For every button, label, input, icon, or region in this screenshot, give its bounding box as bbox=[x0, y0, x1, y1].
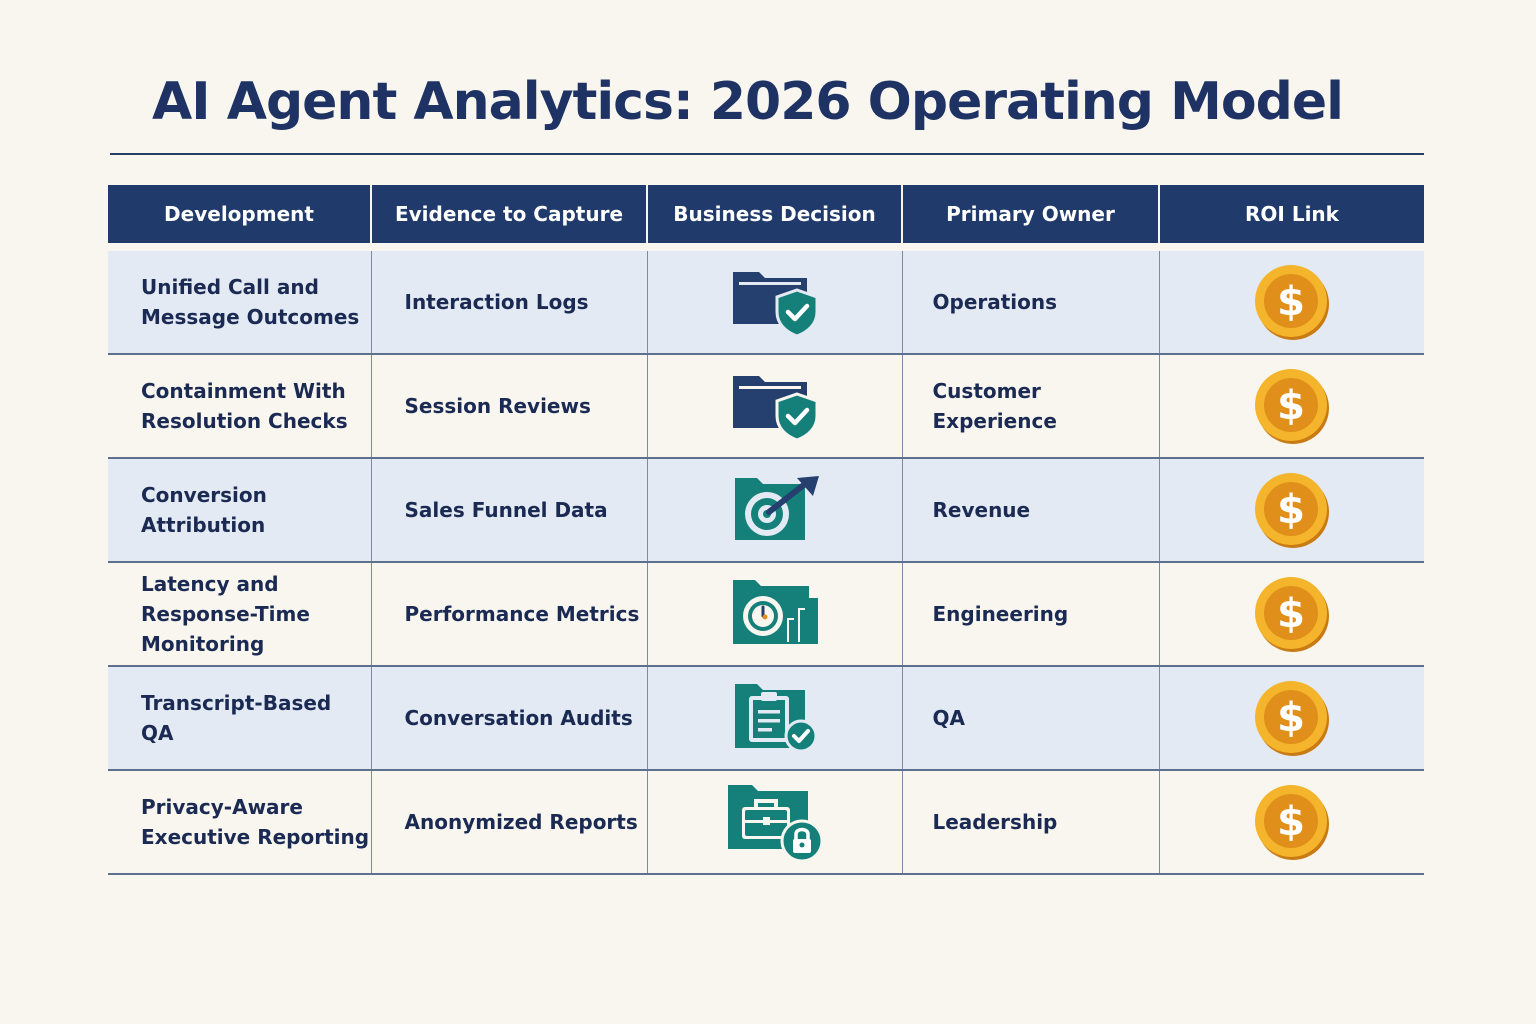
table-row: Latency and Response-Time Monitoring Per… bbox=[108, 562, 1424, 667]
development-cell: Containment With Resolution Checks bbox=[108, 354, 372, 459]
decision-cell bbox=[647, 562, 903, 667]
target-arrow-icon bbox=[734, 476, 819, 540]
development-cell: Conversion Attribution bbox=[108, 458, 372, 563]
folder-shield-check-icon bbox=[732, 376, 818, 442]
owner-text: Operations bbox=[932, 290, 1058, 314]
header-business-decision: Business Decision bbox=[647, 185, 903, 243]
evidence-cell: Anonymized Reports bbox=[371, 770, 648, 875]
decision-cell bbox=[647, 354, 903, 459]
roi-cell[interactable]: $ bbox=[1159, 251, 1424, 355]
evidence-cell: Conversation Audits bbox=[371, 666, 648, 771]
development-cell: Privacy-Aware Executive Reporting bbox=[108, 770, 372, 875]
svg-text:$: $ bbox=[1277, 591, 1305, 637]
table-row: Conversion Attribution Sales Funnel Data… bbox=[108, 458, 1424, 563]
roi-cell[interactable]: $ bbox=[1159, 770, 1424, 875]
svg-text:$: $ bbox=[1277, 799, 1305, 845]
development-text: Privacy-Aware Executive Reporting bbox=[141, 795, 370, 849]
folder-shield-check-icon bbox=[732, 272, 818, 338]
development-text: Conversion Attribution bbox=[141, 483, 267, 537]
evidence-text: Session Reviews bbox=[404, 394, 591, 418]
svg-text:$: $ bbox=[1277, 383, 1305, 429]
owner-text: Customer Experience bbox=[932, 379, 1057, 433]
dollar-coin-icon[interactable]: $ bbox=[1252, 678, 1332, 758]
evidence-text: Conversation Audits bbox=[404, 706, 633, 730]
svg-text:$: $ bbox=[1277, 279, 1305, 325]
dollar-coin-icon[interactable]: $ bbox=[1252, 574, 1332, 654]
title-divider bbox=[110, 153, 1424, 155]
header-development: Development bbox=[108, 185, 372, 243]
table-row: Transcript-Based QA Conversation Audits bbox=[108, 666, 1424, 771]
development-cell: Transcript-Based QA bbox=[108, 666, 372, 771]
owner-cell: Leadership bbox=[902, 770, 1160, 875]
owner-cell: Engineering bbox=[902, 562, 1160, 667]
dollar-coin-icon[interactable]: $ bbox=[1252, 366, 1332, 446]
evidence-text: Performance Metrics bbox=[404, 602, 640, 626]
svg-text:$: $ bbox=[1277, 487, 1305, 533]
dollar-coin-icon[interactable]: $ bbox=[1252, 782, 1332, 862]
table-row: Privacy-Aware Executive Reporting Anonym… bbox=[108, 770, 1424, 875]
roi-cell[interactable]: $ bbox=[1159, 562, 1424, 667]
svg-text:$: $ bbox=[1277, 695, 1305, 741]
development-cell: Latency and Response-Time Monitoring bbox=[108, 562, 372, 667]
owner-cell: Revenue bbox=[902, 458, 1160, 563]
decision-cell bbox=[647, 666, 903, 771]
evidence-cell: Sales Funnel Data bbox=[371, 458, 648, 563]
clock-bar-chart-icon bbox=[732, 580, 818, 644]
development-text: Latency and Response-Time Monitoring bbox=[141, 572, 310, 656]
decision-cell bbox=[647, 458, 903, 563]
header-gap bbox=[108, 243, 1424, 251]
development-text: Containment With Resolution Checks bbox=[141, 379, 348, 433]
development-cell: Unified Call and Message Outcomes bbox=[108, 251, 372, 355]
owner-cell: Customer Experience bbox=[902, 354, 1160, 459]
clipboard-check-icon bbox=[734, 684, 817, 753]
evidence-cell: Performance Metrics bbox=[371, 562, 648, 667]
owner-text: Revenue bbox=[932, 498, 1031, 522]
owner-text: Leadership bbox=[932, 810, 1058, 834]
evidence-text: Sales Funnel Data bbox=[404, 498, 608, 522]
owner-text: QA bbox=[932, 706, 965, 730]
table-row: Unified Call and Message Outcomes Intera… bbox=[108, 251, 1424, 355]
dollar-coin-icon[interactable]: $ bbox=[1252, 470, 1332, 550]
operating-model-table: Development Evidence to Capture Business… bbox=[108, 185, 1424, 875]
dollar-coin-icon[interactable]: $ bbox=[1252, 262, 1332, 342]
evidence-text: Interaction Logs bbox=[404, 290, 589, 314]
owner-cell: QA bbox=[902, 666, 1160, 771]
evidence-cell: Session Reviews bbox=[371, 354, 648, 459]
header-evidence: Evidence to Capture bbox=[371, 185, 648, 243]
owner-cell: Operations bbox=[902, 251, 1160, 355]
roi-cell[interactable]: $ bbox=[1159, 458, 1424, 563]
briefcase-lock-icon bbox=[727, 785, 823, 863]
development-text: Transcript-Based QA bbox=[141, 691, 332, 745]
owner-text: Engineering bbox=[932, 602, 1069, 626]
evidence-text: Anonymized Reports bbox=[404, 810, 638, 834]
evidence-cell: Interaction Logs bbox=[371, 251, 648, 355]
table-header-row: Development Evidence to Capture Business… bbox=[108, 185, 1424, 243]
development-text: Unified Call and Message Outcomes bbox=[141, 275, 360, 329]
page-title: AI Agent Analytics: 2026 Operating Model bbox=[152, 72, 1344, 132]
header-primary-owner: Primary Owner bbox=[902, 185, 1160, 243]
roi-cell[interactable]: $ bbox=[1159, 354, 1424, 459]
roi-cell[interactable]: $ bbox=[1159, 666, 1424, 771]
header-roi-link: ROI Link bbox=[1159, 185, 1424, 243]
decision-cell bbox=[647, 770, 903, 875]
table-row: Containment With Resolution Checks Sessi… bbox=[108, 354, 1424, 459]
decision-cell bbox=[647, 251, 903, 355]
